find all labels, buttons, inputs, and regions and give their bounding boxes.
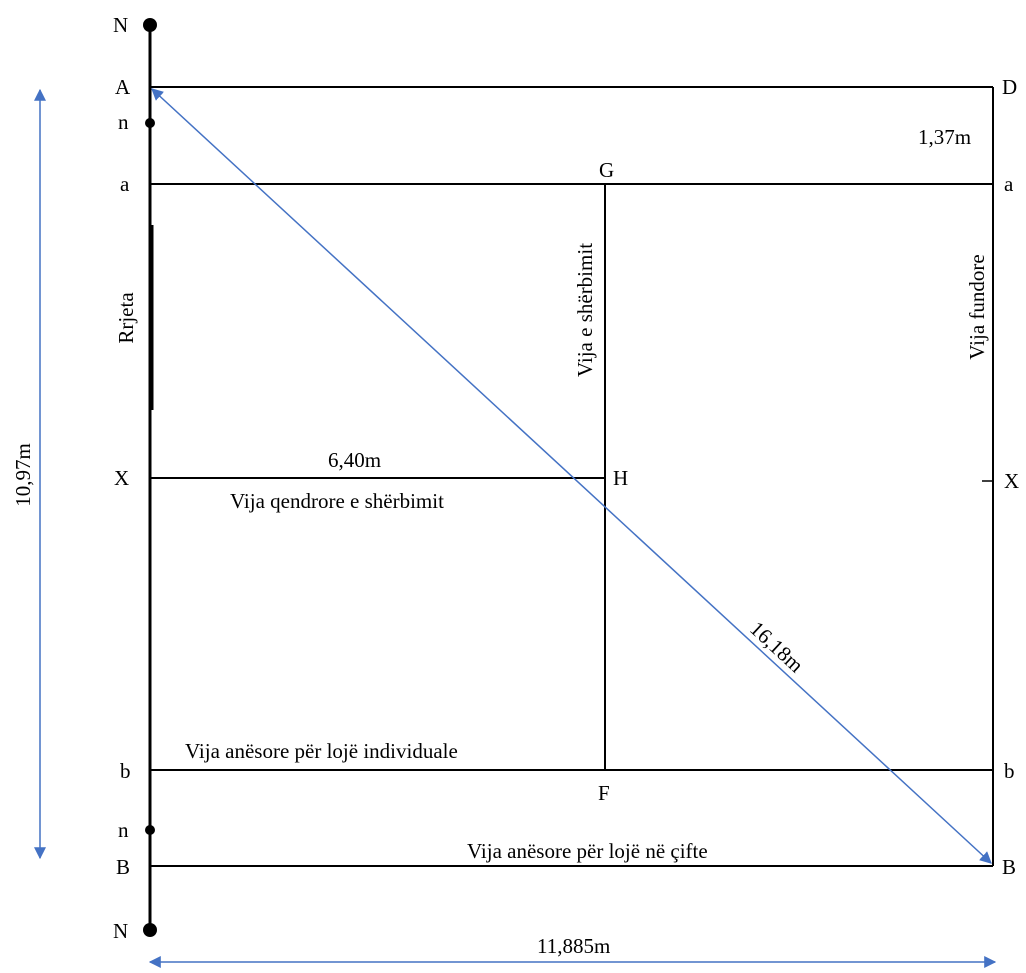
label-doubles-sideline: Vija anësore për lojë në çifte (467, 839, 708, 863)
label-center-service-line: Vija qendrore e shërbimit (230, 489, 444, 513)
label-G: G (599, 158, 614, 182)
label-D: D (1002, 75, 1017, 99)
label-B-right: B (1002, 855, 1016, 879)
net-post-bottom (143, 923, 157, 937)
label-F: F (598, 781, 610, 805)
label-n-top: n (118, 110, 129, 134)
label-singles-sideline: Vija anësore për lojë individuale (185, 739, 458, 763)
label-a-left: a (120, 172, 130, 196)
measure-half-length: 11,885m (537, 934, 610, 958)
label-b-right: b (1004, 759, 1015, 783)
measure-service-length: 6,40m (328, 448, 381, 472)
label-B-left: B (116, 855, 130, 879)
singles-stick-top (145, 118, 155, 128)
label-baseline: Vija fundore (965, 254, 989, 359)
label-N-top: N (113, 13, 128, 37)
singles-stick-bottom (145, 825, 155, 835)
label-X-right: X (1004, 469, 1019, 493)
measure-diagonal: 16,18m (745, 616, 808, 677)
label-net: Rrjeta (114, 292, 138, 344)
measure-alley: 1,37m (918, 125, 971, 149)
label-service-line: Vija e shërbimit (573, 243, 597, 377)
diagonal-arrow (151, 88, 992, 864)
label-n-bottom: n (118, 818, 129, 842)
measure-width: 10,97m (11, 443, 35, 507)
label-N-bottom: N (113, 919, 128, 943)
label-X-left: X (114, 466, 129, 490)
label-b-left: b (120, 759, 131, 783)
label-H: H (613, 466, 628, 490)
net-post-top (143, 18, 157, 32)
label-a-right: a (1004, 172, 1014, 196)
label-A: A (115, 75, 131, 99)
